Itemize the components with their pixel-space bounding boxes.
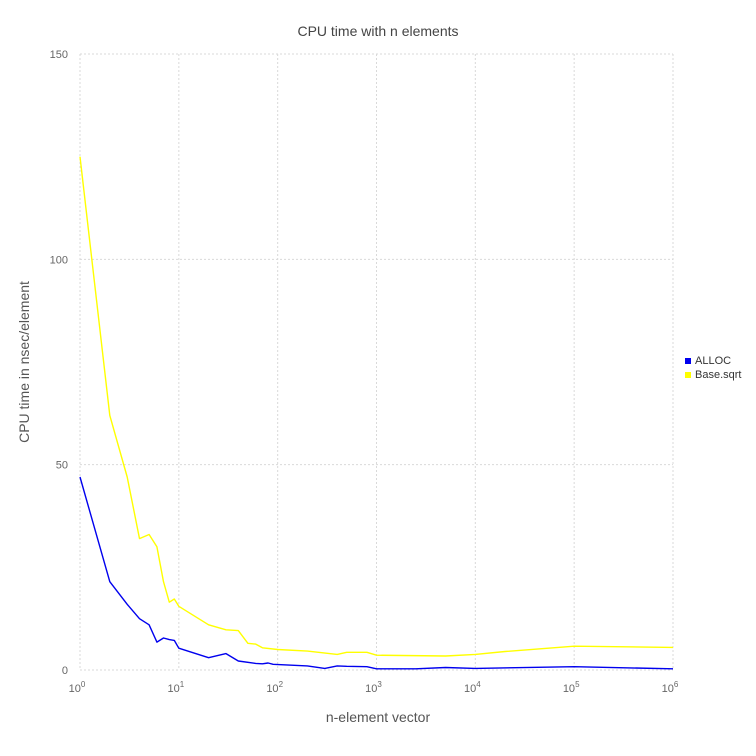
y-tick-label: 150 [50, 49, 68, 61]
y-axis-ticks: 0 50 100 150 [50, 49, 68, 677]
x-tick-label: 101 [167, 680, 184, 695]
legend-label: Base.sqrt [695, 369, 741, 381]
y-axis-title: CPU time in nsec/element [16, 281, 32, 443]
legend: ALLOC Base.sqrt [685, 355, 741, 381]
y-tick-label: 50 [56, 460, 68, 472]
series-lines [79, 156, 674, 670]
legend-swatch [685, 372, 691, 378]
series-line-base-sqrt [79, 156, 674, 657]
x-tick-label: 103 [365, 680, 382, 695]
legend-label: ALLOC [695, 355, 731, 367]
chart-title: CPU time with n elements [297, 23, 458, 39]
x-tick-label: 100 [69, 680, 86, 695]
x-axis-title: n-element vector [326, 709, 431, 725]
y-tick-label: 100 [50, 254, 68, 266]
x-tick-label: 105 [563, 680, 580, 695]
y-tick-label: 0 [62, 665, 68, 677]
legend-swatch [685, 358, 691, 364]
x-tick-label: 106 [662, 680, 679, 695]
x-tick-label: 102 [266, 680, 283, 695]
gridlines [79, 53, 674, 671]
x-axis-ticks: 100 101 102 103 104 105 106 [69, 680, 679, 695]
series-line-alloc [79, 476, 674, 670]
x-tick-label: 104 [464, 680, 481, 695]
